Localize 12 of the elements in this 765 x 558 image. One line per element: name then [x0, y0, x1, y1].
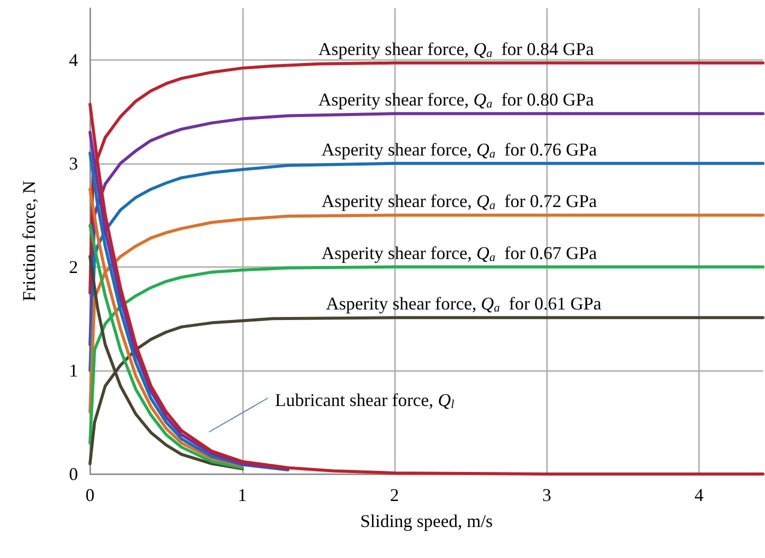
x-tick-label: 1	[238, 485, 247, 505]
x-tick-label: 2	[390, 485, 400, 505]
x-axis-title: Sliding speed, m/s	[360, 511, 493, 531]
x-tick-label: 3	[542, 485, 552, 505]
y-tick-label: 2	[69, 256, 78, 277]
y-tick-label: 0	[69, 464, 78, 484]
y-tick-label: 3	[69, 153, 78, 174]
x-tick-label: 4	[694, 485, 704, 505]
y-axis-title: Friction force, N	[19, 180, 39, 302]
y-tick-label: 1	[69, 360, 78, 380]
y-tick-label: 4	[69, 50, 78, 70]
x-tick-label: 0	[86, 485, 94, 505]
